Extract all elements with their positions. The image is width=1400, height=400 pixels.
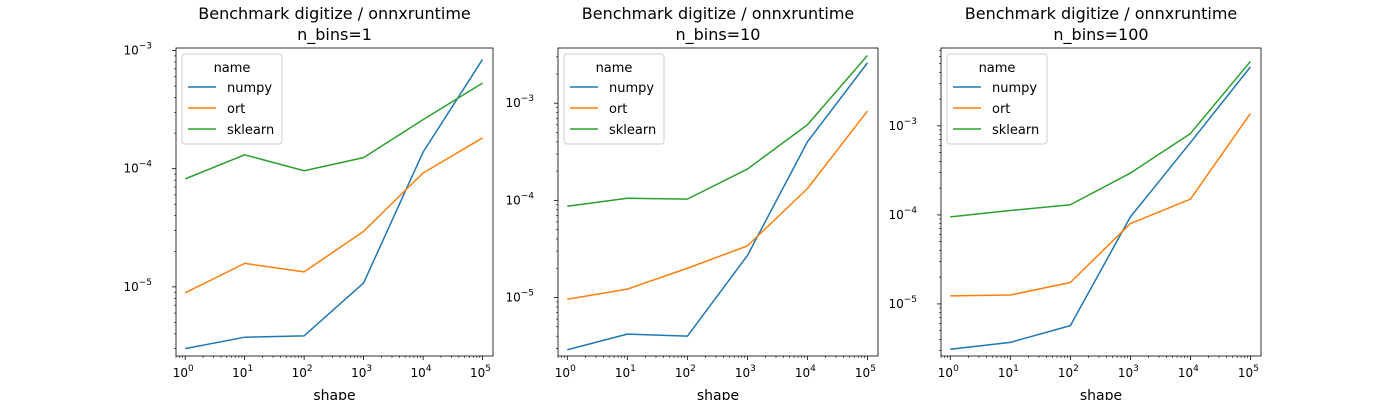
legend-box xyxy=(563,53,665,145)
x-tick-label: 100 xyxy=(173,364,194,380)
legend-box xyxy=(181,53,283,145)
legend-label-sklearn: sklearn xyxy=(227,123,274,138)
x-tick-label: 105 xyxy=(470,364,491,380)
legend-label-numpy: numpy xyxy=(609,81,654,96)
series-line-ort xyxy=(567,110,869,300)
series-line-numpy xyxy=(567,62,869,351)
chart-subtitle: n_bins=10 xyxy=(676,25,761,45)
legend: name numpy ort sklearn xyxy=(181,53,283,145)
legend-title: name xyxy=(214,61,251,76)
chart-subtitle: n_bins=1 xyxy=(297,25,372,45)
legend-title: name xyxy=(979,61,1016,76)
chart-title: Benchmark digitize / onnxruntime xyxy=(582,4,855,23)
y-tick-label: 10−3 xyxy=(888,117,917,133)
series-line-numpy xyxy=(950,66,1252,350)
legend-label-ort: ort xyxy=(227,102,245,117)
legend-label-sklearn: sklearn xyxy=(609,123,656,138)
y-tick-label: 10−4 xyxy=(123,160,152,176)
x-tick-label: 101 xyxy=(998,364,1019,380)
legend-title: name xyxy=(596,61,633,76)
legend-label-numpy: numpy xyxy=(227,81,272,96)
chart-panel-2: Benchmark digitize / onnxruntime n_bins=1… xyxy=(505,4,879,400)
plot-frame xyxy=(557,47,879,357)
chart-panel-1: Benchmark digitize / onnxruntime n_bins=1… xyxy=(123,4,494,400)
x-tick-label: 101 xyxy=(232,364,253,380)
y-tick-label: 10−3 xyxy=(123,42,152,58)
legend-label-ort: ort xyxy=(609,102,627,117)
y-tick-label: 10−5 xyxy=(123,278,152,294)
x-tick-label: 105 xyxy=(1238,364,1259,380)
x-tick-label: 104 xyxy=(795,364,816,380)
x-tick-label: 102 xyxy=(1058,364,1079,380)
legend-box xyxy=(946,53,1048,145)
chart-panel-3: Benchmark digitize / onnxruntime n_bins=1… xyxy=(888,4,1262,400)
series-line-numpy xyxy=(185,59,484,350)
x-tick-label: 104 xyxy=(1178,364,1199,380)
chart-subtitle: n_bins=100 xyxy=(1053,25,1148,45)
x-axis-label: shape xyxy=(313,388,355,400)
legend: name numpy ort sklearn xyxy=(946,53,1048,145)
series-line-sklearn xyxy=(950,60,1252,218)
x-tick-label: 101 xyxy=(615,364,636,380)
legend-label-sklearn: sklearn xyxy=(992,123,1039,138)
x-tick-label: 102 xyxy=(292,364,313,380)
x-tick-label: 100 xyxy=(555,364,576,380)
y-tick-label: 10−4 xyxy=(888,206,917,222)
y-tick-label: 10−4 xyxy=(505,191,534,207)
x-tick-label: 103 xyxy=(351,364,372,380)
y-tick-label: 10−3 xyxy=(505,94,534,110)
legend-label-numpy: numpy xyxy=(992,81,1037,96)
x-tick-label: 103 xyxy=(735,364,756,380)
x-axis-label: shape xyxy=(1080,388,1122,400)
x-tick-label: 100 xyxy=(938,364,959,380)
x-tick-label: 102 xyxy=(675,364,696,380)
y-tick-label: 10−5 xyxy=(505,289,534,305)
series-line-sklearn xyxy=(567,54,868,207)
y-tick-label: 10−5 xyxy=(888,295,917,311)
plot-frame xyxy=(175,47,494,357)
x-tick-label: 104 xyxy=(411,364,432,380)
chart-title: Benchmark digitize / onnxruntime xyxy=(965,4,1238,23)
legend: name numpy ort sklearn xyxy=(563,53,665,145)
plot-frame xyxy=(940,47,1262,357)
series-line-sklearn xyxy=(184,82,483,180)
x-axis-label: shape xyxy=(697,388,739,400)
series-line-ort xyxy=(950,113,1252,297)
series-line-ort xyxy=(184,137,483,294)
chart-title: Benchmark digitize / onnxruntime xyxy=(198,4,471,23)
x-tick-label: 105 xyxy=(855,364,876,380)
legend-label-ort: ort xyxy=(992,102,1010,117)
x-tick-label: 103 xyxy=(1118,364,1139,380)
